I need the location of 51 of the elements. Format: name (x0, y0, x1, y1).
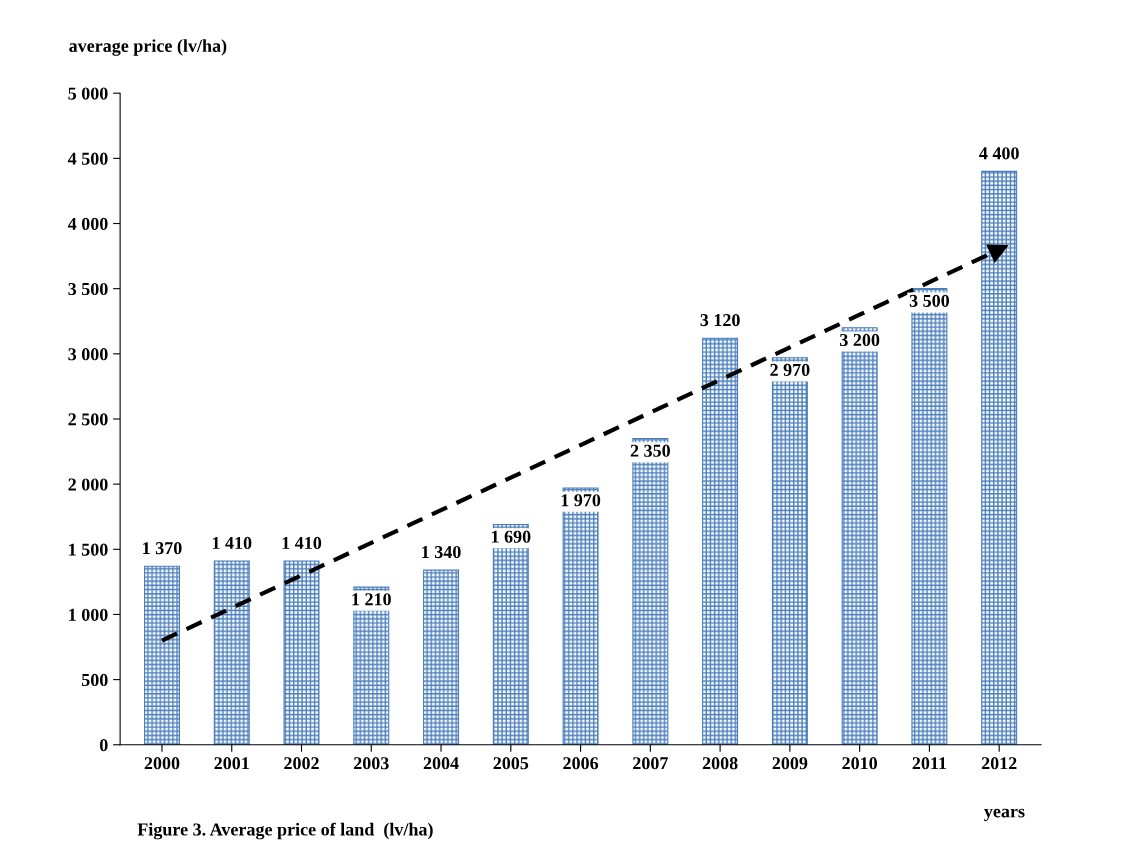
y-tick-label: 3 500 (68, 282, 108, 296)
y-tick-label: 2 500 (68, 413, 108, 426)
x-axis-title: years (984, 808, 1025, 822)
x-tick-label: 2007 (633, 757, 668, 770)
bar (632, 437, 669, 745)
x-tick-label: 2006 (563, 757, 599, 770)
y-tick-label: 500 (81, 673, 108, 687)
data-label: 2 970 (770, 363, 810, 376)
x-tick-label: 2010 (842, 757, 878, 770)
y-tick-label: 5 000 (68, 87, 108, 100)
data-label: 3 120 (700, 314, 740, 327)
data-label: 1 370 (143, 542, 182, 555)
bar (562, 487, 599, 745)
data-label: 3 500 (909, 294, 950, 307)
bar (423, 569, 460, 745)
y-tick-label: 2 000 (68, 478, 108, 491)
y-tick-label: 3 000 (68, 348, 108, 361)
data-label: 2 350 (630, 444, 670, 457)
data-label: 1 410 (212, 536, 252, 550)
y-tick-label: 1 000 (69, 608, 108, 621)
data-label: 1 690 (491, 530, 531, 543)
x-tick-label: 2009 (772, 757, 808, 770)
bar (771, 357, 808, 745)
x-tick-label: 2008 (702, 757, 738, 770)
x-tick-label: 2000 (144, 757, 180, 770)
y-tick-label: 4 000 (67, 217, 108, 230)
y-axis-title: average price (lv/ha) (69, 39, 227, 56)
y-tick-label: 1 500 (69, 543, 108, 556)
bar (841, 327, 878, 745)
data-label: 3 200 (840, 333, 880, 347)
data-label: 1 970 (561, 494, 601, 507)
data-label: 1 340 (422, 545, 461, 559)
x-tick-label: 2003 (353, 757, 389, 770)
x-tick-label: 2002 (284, 757, 319, 770)
x-tick-label: 2001 (214, 757, 249, 770)
text: Figure 3. Average price of land (lv/ha) (137, 822, 433, 840)
y-tick-label: 0 (99, 739, 108, 752)
bar (492, 523, 529, 745)
data-label: 1 410 (282, 536, 322, 550)
bar (213, 560, 250, 745)
bar (283, 560, 320, 745)
bar (981, 170, 1018, 745)
bar (702, 337, 739, 745)
data-label: 4 400 (979, 147, 1019, 160)
x-tick-label: 2005 (493, 757, 529, 770)
data-label: 1 210 (352, 593, 391, 606)
x-tick-label: 2004 (423, 757, 459, 770)
bar (143, 565, 180, 745)
y-tick-label: 4 500 (67, 152, 108, 165)
x-tick-label: 2012 (981, 757, 1017, 770)
x-tick-label: 2011 (912, 757, 947, 770)
